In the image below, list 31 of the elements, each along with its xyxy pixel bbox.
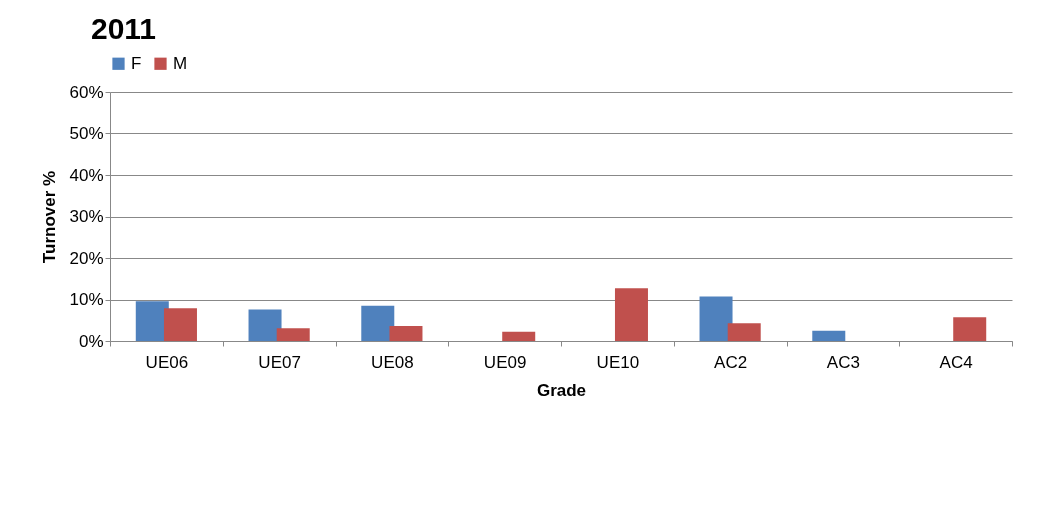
chart-title: 2011 <box>90 12 157 45</box>
y-axis-title: Turnover % <box>40 170 60 264</box>
legend-label: M <box>173 53 188 73</box>
y-tick-label: 0% <box>78 331 104 351</box>
bar <box>614 288 648 341</box>
x-axis-title: Grade <box>536 380 587 400</box>
y-tick-label: 10% <box>69 290 104 309</box>
bar <box>163 308 197 341</box>
x-tick-label: AC4 <box>939 352 973 372</box>
x-tick-label: UE06 <box>145 352 189 372</box>
bar <box>389 326 423 341</box>
x-tick-label: UE07 <box>258 352 301 372</box>
x-tick-label: UE09 <box>483 352 527 372</box>
x-tick-label: UE08 <box>371 352 414 372</box>
bar <box>812 330 846 341</box>
x-tick-label: AC3 <box>826 352 860 372</box>
bar <box>953 317 987 341</box>
bar <box>361 305 395 341</box>
y-tick-label: 40% <box>69 165 104 185</box>
x-tick-label: UE10 <box>596 352 640 372</box>
bar <box>502 331 536 341</box>
legend-label: F <box>131 53 142 73</box>
bar <box>727 323 761 341</box>
y-tick-label: 20% <box>69 248 104 268</box>
bar <box>248 309 282 341</box>
y-tick-label: 30% <box>69 207 104 226</box>
bar <box>699 296 733 341</box>
bar <box>276 328 310 341</box>
x-tick-label: AC2 <box>714 352 748 372</box>
y-tick-label: 60% <box>69 82 104 102</box>
y-tick-label: 50% <box>69 124 104 143</box>
